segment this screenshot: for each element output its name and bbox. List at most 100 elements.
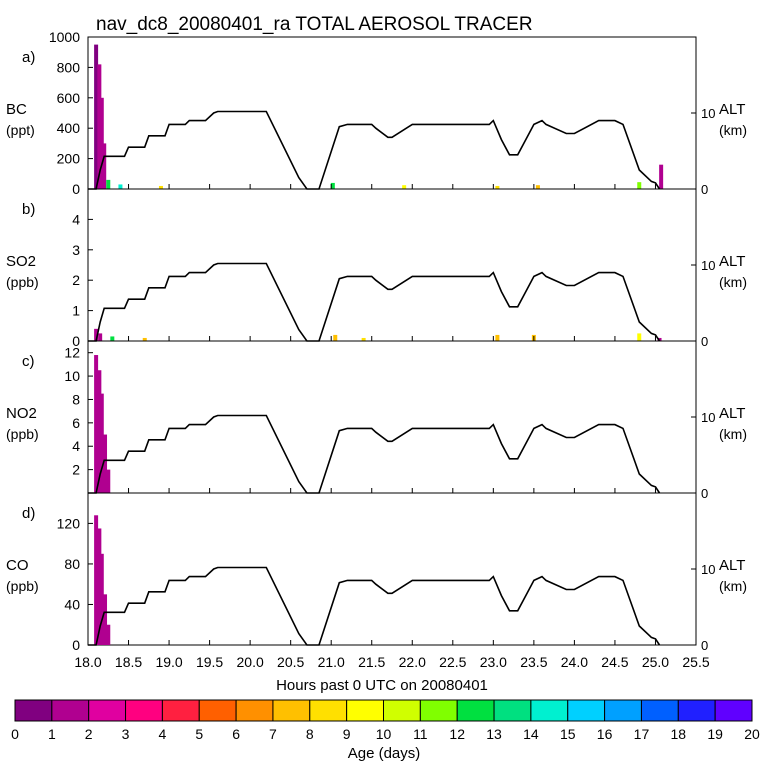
data-bar <box>94 515 99 645</box>
alt-tick-label: 10 <box>701 562 715 577</box>
alt-tick-label: 10 <box>701 258 715 273</box>
data-bar <box>94 44 99 189</box>
x-tick-label: 22.5 <box>439 654 466 670</box>
panel-letter: b) <box>22 201 35 218</box>
y-tick-label: 8 <box>72 391 80 407</box>
alt-units-label: (km) <box>719 426 747 442</box>
x-tick-label: 18.0 <box>74 654 101 670</box>
y-tick-label: 2 <box>72 462 80 478</box>
data-bar <box>97 370 102 493</box>
species-label: NO2 <box>6 405 37 422</box>
colorbar-swatch <box>714 699 753 722</box>
panel-so2: 0 1 2 3 4 0 10 b) SO2 (ppb) ALT (km) <box>6 188 747 349</box>
alt-tick-label: 0 <box>701 486 708 501</box>
data-bar <box>535 185 540 189</box>
data-bar <box>118 184 123 189</box>
colorbar-tick-label: 5 <box>195 726 203 742</box>
y-tick-label: 200 <box>57 151 81 167</box>
data-bar <box>495 185 500 189</box>
colorbar-swatch <box>640 699 679 722</box>
panel-bc: 0 200 400 600 800 1000 0 10 a) BC (ppt) ALT (km) <box>6 29 747 197</box>
alt-tick-label: 0 <box>701 182 708 197</box>
data-bar <box>103 434 108 493</box>
species-label: BC <box>6 101 27 118</box>
data-bar <box>495 334 500 341</box>
colorbar-swatch <box>346 699 384 722</box>
colorbar-tick-label: 1 <box>48 726 56 742</box>
x-tick-label: 21.5 <box>358 654 385 670</box>
y-tick-label: 12 <box>64 345 80 361</box>
colorbar-swatch <box>456 699 495 722</box>
colorbar-swatch <box>88 699 127 722</box>
alt-tick-label: 0 <box>701 334 708 349</box>
colorbar-tick-label: 11 <box>413 726 428 742</box>
y-tick-label: 10 <box>64 368 80 384</box>
colorbar-tick-label: 4 <box>159 726 167 742</box>
panel-co: 0 40 80 120 0 10 d) CO (ppb) ALT (km) <box>6 492 747 653</box>
data-bar <box>142 337 147 341</box>
colorbar-tick-label: 2 <box>85 726 93 742</box>
colorbar-tick-label: 13 <box>486 726 502 742</box>
altitude-line <box>88 110 661 190</box>
colorbar-tick-label: 15 <box>560 726 576 742</box>
y-tick-label: 0 <box>72 333 80 349</box>
data-bar <box>102 143 107 189</box>
panel-letter: d) <box>22 505 35 522</box>
colorbar-swatch <box>493 699 532 722</box>
y-tick-label: 40 <box>64 596 80 612</box>
x-tick-label: 20.0 <box>237 654 264 670</box>
y-tick-label: 1000 <box>49 29 80 45</box>
x-tick-label: 18.5 <box>115 654 142 670</box>
colorbar-tick-label: 7 <box>269 726 277 742</box>
alt-label: ALT <box>719 253 745 270</box>
y-tick-label: 120 <box>57 515 81 531</box>
alt-units-label: (km) <box>719 122 747 138</box>
alt-label: ALT <box>719 405 745 422</box>
colorbar: 0 1 2 3 4 5 6 7 8 9 10 11 12 13 14 15 16 17 18 19 20 <box>11 699 760 742</box>
panels: 02004006008001000010a)BC(ppt)ALT(km)0123… <box>6 29 747 653</box>
colorbar-swatch <box>272 699 311 722</box>
colorbar-swatch <box>383 699 421 722</box>
data-bar <box>361 337 366 341</box>
colorbar-swatch <box>419 699 458 722</box>
colorbar-swatch <box>198 699 237 722</box>
data-bar <box>98 333 103 341</box>
colorbar-swatch <box>309 699 348 722</box>
data-bar <box>97 64 102 189</box>
data-bar <box>158 185 163 189</box>
x-tick-label: 19.0 <box>155 654 182 670</box>
data-bar <box>402 185 407 189</box>
units-label: (ppt) <box>6 122 35 138</box>
data-bar <box>97 528 102 645</box>
alt-label: ALT <box>719 557 745 574</box>
data-bar <box>106 624 111 645</box>
x-tick-label: 25.0 <box>642 654 669 670</box>
colorbar-swatch <box>161 699 200 722</box>
colorbar-swatch <box>677 699 716 722</box>
data-bar <box>333 334 338 341</box>
colorbar-tick-label: 16 <box>597 726 613 742</box>
y-tick-label: 0 <box>72 181 80 197</box>
altitude-line <box>88 566 661 646</box>
data-bar <box>637 333 642 341</box>
colorbar-tick-label: 20 <box>744 726 760 742</box>
colorbar-swatch <box>14 699 53 722</box>
data-bar <box>657 337 662 341</box>
x-tick-label: 21.0 <box>318 654 345 670</box>
species-label: SO2 <box>6 253 36 270</box>
y-tick-label: 0 <box>72 637 80 653</box>
x-tick-label: 22.0 <box>399 654 426 670</box>
species-label: CO <box>6 557 29 574</box>
y-tick-label: 2 <box>72 272 80 288</box>
x-axis-label: Hours past 0 UTC on 20080401 <box>276 677 488 694</box>
colorbar-tick-label: 12 <box>449 726 465 742</box>
colorbar-tick-label: 14 <box>523 726 539 742</box>
y-tick-label: 600 <box>57 90 81 106</box>
colorbar-tick-label: 9 <box>343 726 351 742</box>
data-bar <box>106 469 111 493</box>
data-bar <box>94 328 99 341</box>
panel-frame <box>87 36 697 190</box>
panel-frame <box>87 188 697 342</box>
x-axis: 18.0 18.5 19.0 19.5 20.0 20.5 21.0 21.5 22.0 22.5… <box>74 184 710 670</box>
